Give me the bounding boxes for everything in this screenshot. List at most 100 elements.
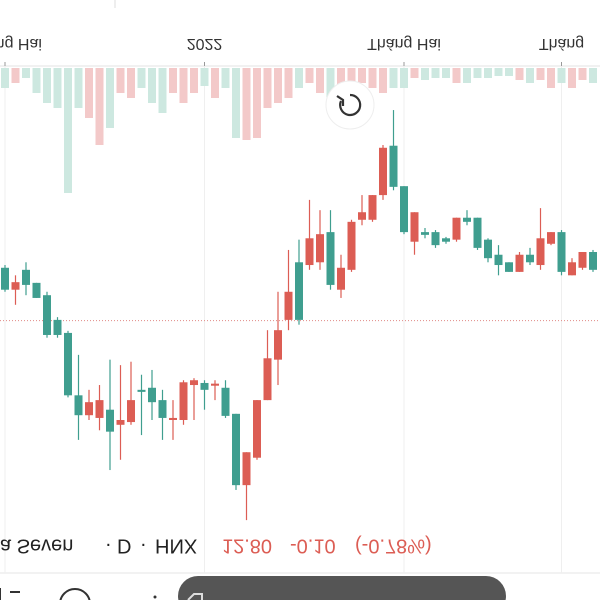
x-tick-label: Tháng Hai — [367, 35, 441, 52]
candle-body — [221, 387, 230, 416]
candle-body — [179, 382, 188, 420]
volume-bar — [358, 68, 366, 83]
candle-body — [169, 417, 177, 420]
volume-bar — [106, 68, 114, 128]
candle-body — [337, 267, 345, 290]
candle-body — [127, 400, 135, 423]
candle-body — [295, 262, 303, 320]
reload-arc — [339, 93, 362, 117]
volume-bar — [400, 68, 408, 88]
candle-body — [358, 212, 366, 220]
candle-body — [557, 232, 566, 272]
reload-button[interactable] — [325, 80, 375, 130]
candle-body — [536, 238, 545, 266]
volume-bar — [452, 68, 461, 83]
volume-bar — [148, 68, 156, 103]
candle-body — [452, 217, 461, 240]
reload-circle[interactable] — [325, 80, 375, 130]
legend-symbol: a Seven — [0, 535, 73, 557]
candle-body — [116, 420, 125, 425]
candle-body — [589, 252, 597, 270]
candle-body — [74, 395, 83, 416]
volume-bar — [274, 68, 282, 103]
candle-body — [242, 452, 251, 486]
volume-bar — [253, 68, 261, 138]
candle-body — [526, 254, 534, 263]
volume-bar — [305, 68, 314, 83]
candle-body — [137, 389, 146, 392]
candle-body — [547, 232, 555, 244]
bottom-toolbar — [0, 576, 506, 600]
legend-exchange: HNX — [155, 535, 197, 557]
toolbar-button[interactable] — [59, 588, 91, 600]
volume-bar — [232, 68, 240, 138]
candle-body — [200, 382, 209, 390]
volume-bar — [22, 68, 30, 78]
volume-bar — [484, 68, 492, 78]
volume-bar — [95, 68, 104, 145]
candle-body — [32, 282, 41, 298]
candle-body — [148, 387, 156, 403]
legend-interval: D — [117, 535, 131, 557]
volume-bar — [589, 68, 597, 83]
candle-body — [22, 269, 30, 285]
volume-bar — [137, 68, 146, 88]
legend-separator: · — [140, 533, 147, 555]
legend-change-pct: (-0.78%) — [355, 535, 432, 557]
candle-body — [410, 212, 419, 242]
candle-body — [85, 402, 93, 416]
volume-bar — [179, 68, 188, 103]
candle-body — [421, 232, 429, 235]
volume-bar — [347, 68, 356, 83]
legend-last: 12.80 — [222, 535, 272, 557]
volume-bar — [64, 68, 72, 193]
candle-body — [347, 221, 356, 270]
candle-body — [326, 232, 335, 285]
volume-bar — [190, 68, 198, 93]
volume-bar — [169, 68, 177, 93]
volume-bar — [389, 68, 398, 88]
candle-body — [484, 239, 492, 259]
candle-body — [1, 267, 9, 290]
legend-separator: · — [105, 533, 112, 555]
volume-bar — [284, 68, 293, 98]
volume-bar — [568, 68, 576, 88]
volume-bar — [200, 68, 209, 86]
candle-body — [400, 186, 408, 233]
candle-body — [263, 358, 272, 401]
candle-body — [505, 262, 513, 272]
candle-body — [11, 282, 20, 290]
volume-bar — [368, 68, 377, 88]
volume-bar — [221, 68, 230, 88]
candle-body — [253, 400, 261, 458]
candle-body — [431, 232, 440, 246]
volume-bar — [127, 68, 135, 98]
volume-bar — [526, 68, 534, 83]
candle-body — [95, 400, 104, 418]
toolbar-dot — [153, 595, 157, 599]
x-tick-label: Tháng — [539, 35, 584, 52]
volume-bar — [536, 68, 545, 80]
candle-body — [190, 380, 198, 386]
volume-bar — [431, 68, 440, 78]
candle-body — [515, 254, 524, 272]
volume-bar — [473, 68, 482, 78]
candle-body — [284, 291, 293, 320]
volume-bar — [32, 68, 41, 93]
volume-bar — [158, 68, 167, 113]
volume-bar — [494, 68, 503, 76]
volume-bar — [1, 68, 9, 88]
legend-change: -0.10 — [290, 535, 336, 557]
toolbar-pill[interactable] — [178, 576, 506, 600]
candle-body — [463, 217, 471, 222]
volume-bar — [557, 68, 566, 83]
volume-bar — [211, 68, 219, 98]
speaker-icon — [187, 593, 203, 600]
volume-bar — [326, 68, 335, 98]
candle-body — [211, 383, 219, 386]
candle-body — [473, 217, 482, 248]
candle-body — [316, 234, 324, 263]
volume-bar — [242, 68, 251, 140]
volume-bar — [379, 68, 387, 93]
candle-body — [494, 254, 503, 266]
